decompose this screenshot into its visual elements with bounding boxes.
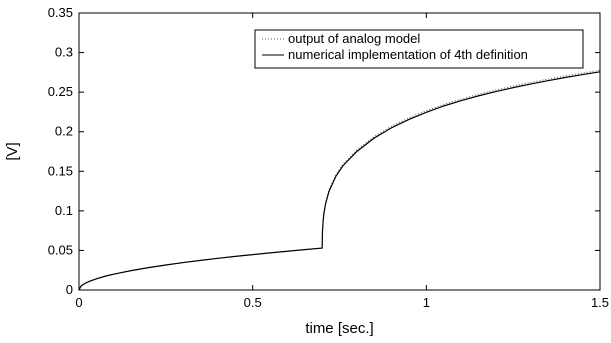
y-tick-label: 0.3 <box>55 45 73 60</box>
y-tick-label: 0.35 <box>48 5 73 20</box>
x-tick-label: 0.5 <box>244 295 262 310</box>
y-tick-label: 0 <box>66 282 73 297</box>
series-line-0 <box>78 69 601 291</box>
legend: output of analog model numerical impleme… <box>254 29 584 69</box>
x-tick-label: 1.5 <box>591 295 609 310</box>
x-axis-label: time [sec.] <box>305 320 373 337</box>
y-axis-ticks: 0 0.05 0.1 0.15 0.2 0.25 0.3 0.35 <box>48 5 600 297</box>
y-tick-label: 0.15 <box>48 163 73 178</box>
y-tick-label: 0.2 <box>55 124 73 139</box>
legend-label-analog-model: output of analog model <box>288 31 420 46</box>
y-tick-label: 0.1 <box>55 203 73 218</box>
x-tick-label: 1 <box>423 295 430 310</box>
x-tick-label: 0 <box>75 295 82 310</box>
legend-label-4th-definition: numerical implementation of 4th definiti… <box>288 47 528 62</box>
y-tick-label: 0.25 <box>48 84 73 99</box>
y-axis-label: [V] <box>4 142 21 160</box>
plot-frame <box>78 12 601 291</box>
series-layer <box>78 69 601 291</box>
legend-box <box>254 29 584 69</box>
series-line-1 <box>78 71 601 291</box>
y-tick-label: 0.05 <box>48 242 73 257</box>
